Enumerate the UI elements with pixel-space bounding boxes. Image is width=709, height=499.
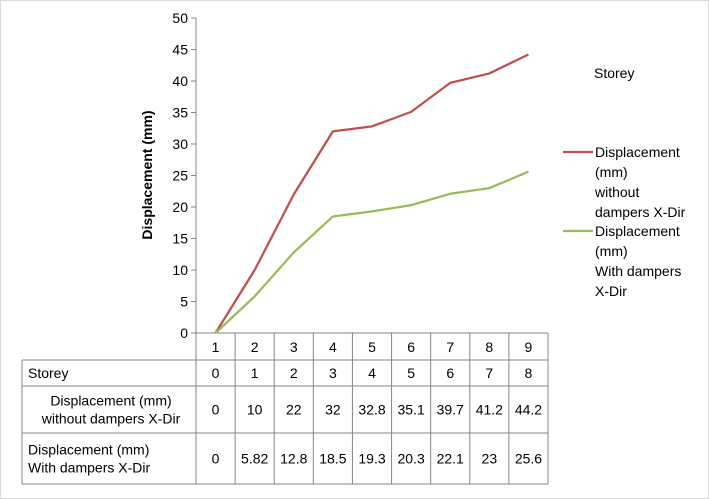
table-cell-storey: 7 <box>485 365 493 381</box>
table-cell-value: 19.3 <box>358 451 385 467</box>
x-category-label: 2 <box>251 339 259 355</box>
legend-entry-text: Displacement <box>595 144 680 160</box>
table-cell-value: 0 <box>212 451 220 467</box>
table-row-header-series: Displacement (mm) <box>28 442 149 458</box>
table-cell-storey: 3 <box>329 365 337 381</box>
table-cell-value: 22 <box>286 402 302 418</box>
table-cell-value: 35.1 <box>397 402 424 418</box>
x-category-label: 3 <box>290 339 298 355</box>
table-cell-value: 23 <box>482 451 498 467</box>
legend-entry-text: X-Dir <box>595 283 627 299</box>
y-tick-label: 25 <box>172 168 188 184</box>
table-cell-value: 18.5 <box>319 451 346 467</box>
y-tick-label: 45 <box>172 42 188 58</box>
y-tick-label: 50 <box>172 10 188 26</box>
y-axis-label: Displacement (mm) <box>139 110 155 239</box>
x-category-label: 1 <box>212 339 220 355</box>
y-tick-label: 0 <box>180 325 188 341</box>
table-cell-storey: 1 <box>251 365 259 381</box>
table-cell-storey: 4 <box>368 365 376 381</box>
legend-title: Storey <box>594 65 634 81</box>
x-category-label: 6 <box>407 339 415 355</box>
y-tick-label: 15 <box>172 231 188 247</box>
legend-entry-text: With dampers <box>595 263 681 279</box>
table-cell-value: 12.8 <box>280 451 307 467</box>
x-category-label: 7 <box>446 339 454 355</box>
table-cell-value: 32 <box>325 402 341 418</box>
x-category-label: 9 <box>525 339 533 355</box>
y-tick-label: 10 <box>172 262 188 278</box>
table-cell-value: 32.8 <box>358 402 385 418</box>
legend: Storey Displacement (mm) without dampers X-D… <box>563 65 686 299</box>
legend-entry-text: Displacement <box>595 223 680 239</box>
y-tick-label: 40 <box>172 73 188 89</box>
y-axis: 0 5 10 15 20 25 30 35 40 45 50 <box>172 10 197 341</box>
legend-entry-text: without <box>594 184 639 200</box>
table-cell-value: 10 <box>247 402 263 418</box>
table-row-header-series: With dampers X-Dir <box>28 460 150 476</box>
table-cell-value: 25.6 <box>515 451 542 467</box>
legend-entry-text: (mm) <box>595 243 628 259</box>
table-cell-value: 41.2 <box>476 402 503 418</box>
table-cell-value: 22.1 <box>437 451 464 467</box>
table-cell-value: 44.2 <box>515 402 542 418</box>
y-tick-label: 35 <box>172 105 188 121</box>
table-cell-value: 20.3 <box>397 451 424 467</box>
y-tick-label: 5 <box>180 294 188 310</box>
table-row-header-series: without dampers X-Dir <box>41 411 181 427</box>
y-tick-label: 20 <box>172 199 188 215</box>
table-row-header-series: Displacement (mm) <box>50 393 171 409</box>
table-cell-value: 5.82 <box>241 451 268 467</box>
series-line <box>214 170 529 334</box>
table-cell-storey: 0 <box>212 365 220 381</box>
y-tick-label: 30 <box>172 136 188 152</box>
legend-entry-text: (mm) <box>595 164 628 180</box>
table-row-header-storey: Storey <box>28 365 68 381</box>
table-cell-value: 0 <box>212 402 220 418</box>
table-cell-storey: 6 <box>446 365 454 381</box>
table-cell-storey: 8 <box>525 365 533 381</box>
x-category-label: 4 <box>329 339 337 355</box>
table-cell-storey: 5 <box>407 365 415 381</box>
legend-entry-text: dampers X-Dir <box>595 204 686 220</box>
x-category-label: 8 <box>485 339 493 355</box>
series-line <box>214 53 529 334</box>
table-cell-value: 39.7 <box>437 402 464 418</box>
x-category-label: 5 <box>368 339 376 355</box>
table-cell-storey: 2 <box>290 365 298 381</box>
series-lines <box>214 53 529 334</box>
